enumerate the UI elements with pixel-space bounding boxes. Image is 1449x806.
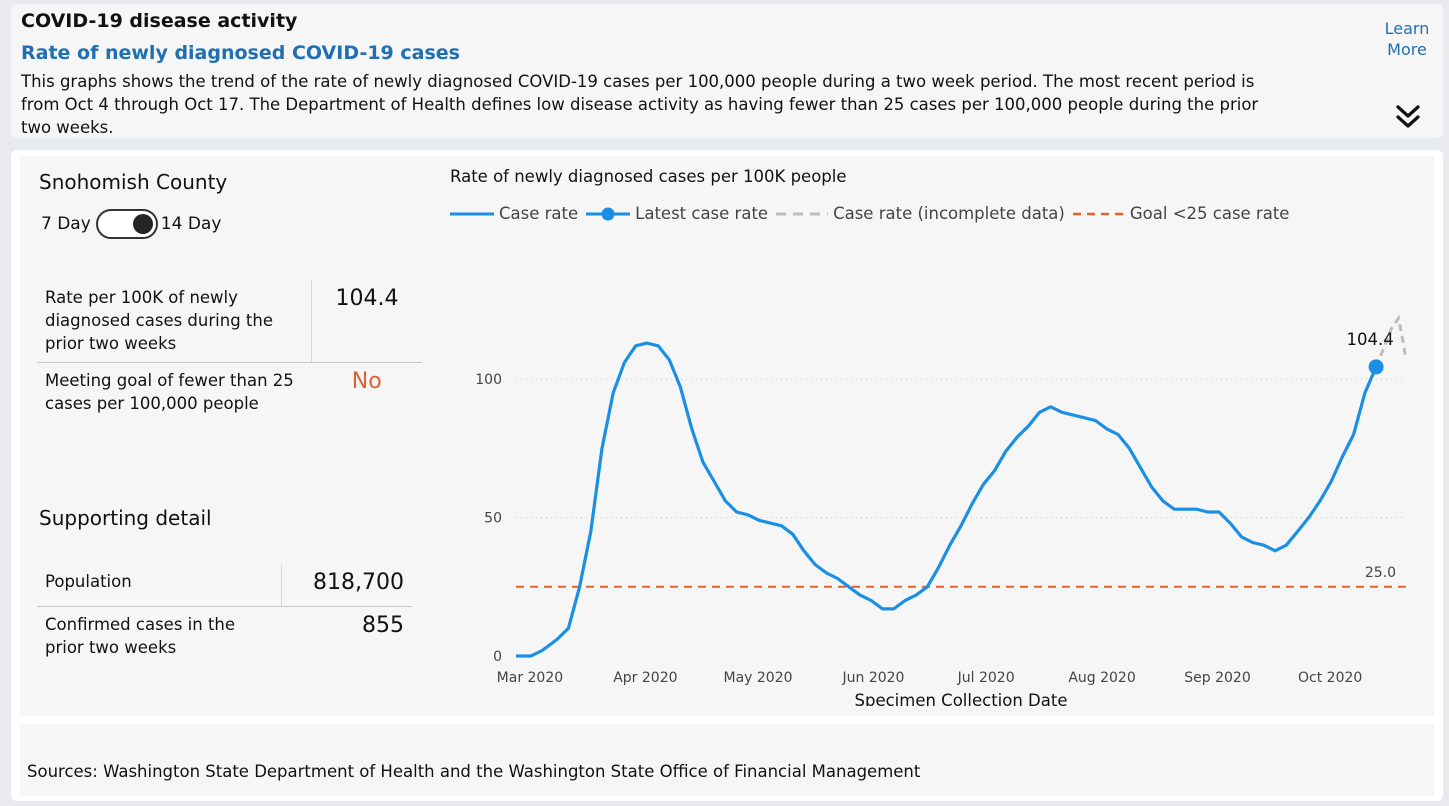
supporting-detail-title: Supporting detail (39, 506, 212, 530)
rate-label: Rate per 100K of newly diagnosed cases d… (37, 280, 312, 363)
x-tick-label-1: Apr 2020 (613, 670, 677, 686)
goal-value: No (351, 369, 382, 394)
y-tick-label-2: 100 (475, 372, 502, 388)
county-title: Snohomish County (39, 170, 228, 194)
case-rate-line (516, 341, 1378, 658)
x-tick-label-0: Mar 2020 (497, 670, 564, 686)
x-tick-label-2: May 2020 (724, 670, 793, 686)
confirmed-row: Confirmed cases in the prior two weeks 8… (37, 607, 412, 666)
legend-dot-line-icon (586, 207, 631, 220)
population-label: Population (37, 564, 282, 607)
confirmed-label: Confirmed cases in the prior two weeks (45, 615, 236, 657)
goal-label: 25.0 (1365, 565, 1396, 581)
legend-case-rate[interactable]: Case rate (450, 204, 578, 223)
chart-card: Snohomish County 7 Day 14 Day Rate per 1… (20, 156, 1434, 716)
population-row: Population 818,700 (37, 564, 412, 607)
chart-legend: Case rate Latest case rate Case rate (in… (450, 204, 1297, 223)
confirmed-value: 855 (362, 613, 404, 638)
latest-point (1368, 359, 1384, 375)
legend-goal-label: Goal <25 case rate (1129, 204, 1290, 223)
learn-more-line1: Learn (1384, 19, 1430, 38)
goal-label: Meeting goal of fewer than 25 cases per … (45, 371, 294, 413)
x-tick-label-5: Aug 2020 (1068, 670, 1135, 686)
legend-latest-label: Latest case rate (635, 204, 769, 223)
latest-value-label: 104.4 (1346, 330, 1393, 349)
x-tick-label-6: Sep 2020 (1184, 670, 1250, 686)
period-toggle: 7 Day 14 Day (41, 208, 221, 240)
header-panel: COVID-19 disease activity Rate of newly … (11, 4, 1443, 138)
toggle-14day-label[interactable]: 14 Day (160, 214, 222, 234)
legend-solid-line-icon (450, 212, 494, 215)
toggle-7day-label[interactable]: 7 Day (41, 214, 91, 234)
rate-value: 104.4 (311, 280, 422, 363)
switch-knob (132, 214, 153, 234)
page-title: COVID-19 disease activity (21, 10, 298, 32)
main-panel: Snohomish County 7 Day 14 Day Rate per 1… (11, 150, 1443, 801)
footer-panel: Sources: Washington State Department of … (20, 724, 1434, 796)
period-switch[interactable] (95, 209, 158, 239)
legend-latest[interactable]: Latest case rate (586, 204, 768, 223)
legend-incomplete-label: Case rate (incomplete data) (833, 204, 1065, 223)
chart-title: Rate of newly diagnosed cases per 100K p… (450, 167, 847, 186)
learn-more-line2: More (1387, 40, 1427, 59)
legend-dashed-gray-icon (776, 212, 829, 215)
legend-dashed-orange-icon (1072, 212, 1125, 215)
learn-more-link[interactable]: Learn More (1381, 18, 1433, 60)
case-rate-chart: 0 50 100 Mar 2020 Apr 2020 May 2020 Jun 2020 Ju… (475, 314, 1408, 706)
sources-text: Sources: Washington State Department of … (27, 762, 921, 781)
kpi-row-rate: Rate per 100K of newly diagnosed cases d… (37, 280, 422, 363)
x-axis-title: Specimen Collection Date (855, 691, 1068, 706)
legend-incomplete[interactable]: Case rate (incomplete data) (776, 204, 1065, 223)
y-tick-label-0: 0 (493, 649, 502, 665)
population-value: 818,700 (281, 564, 412, 607)
legend-case-rate-label: Case rate (499, 204, 579, 223)
supporting-table: Population 818,700 Confirmed cases in th… (37, 564, 412, 665)
double-chevron-down-icon[interactable] (1393, 102, 1423, 132)
x-tick-label-4: Jul 2020 (957, 670, 1015, 686)
y-tick-label-1: 50 (484, 511, 502, 527)
x-tick-label-3: Jun 2020 (842, 670, 905, 686)
legend-goal[interactable]: Goal <25 case rate (1072, 204, 1290, 223)
kpi-row-goal: Meeting goal of fewer than 25 cases per … (37, 363, 422, 422)
kpi-table: Rate per 100K of newly diagnosed cases d… (37, 280, 422, 421)
description-text: This graphs shows the trend of the rate … (21, 72, 1259, 137)
page-subtitle: Rate of newly diagnosed COVID-19 cases (21, 42, 460, 64)
incomplete-data-line (1374, 314, 1408, 368)
x-tick-label-7: Oct 2020 (1298, 670, 1362, 686)
